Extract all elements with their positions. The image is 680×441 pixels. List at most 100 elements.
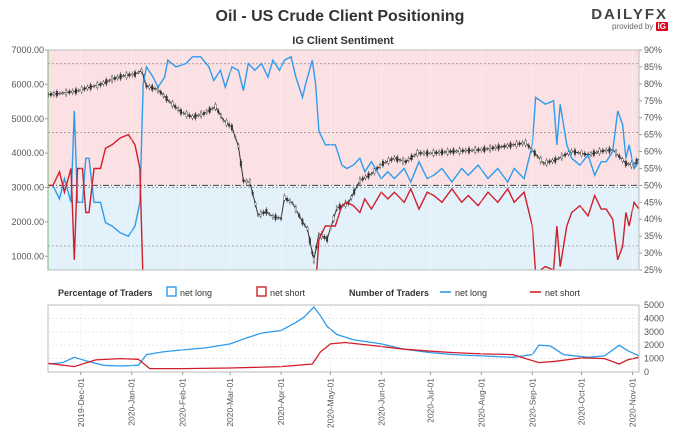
x-tick-label: 2020-Jan-01 [127, 378, 137, 426]
price-candle-body [179, 109, 182, 115]
right-tick-label: 45% [644, 197, 662, 207]
price-candle-body [598, 148, 601, 155]
price-candle-body [237, 144, 240, 148]
legend-traders-long-label: net long [455, 288, 487, 298]
price-candle-body [134, 71, 137, 77]
price-candle-body [335, 206, 338, 210]
price-candle-body [326, 236, 329, 242]
price-candle-body [188, 114, 191, 118]
price-candle-body [443, 151, 446, 154]
price-candle-body [356, 186, 359, 188]
price-candle-body [452, 148, 455, 155]
price-candle-body [230, 124, 233, 130]
price-candle-body [265, 208, 268, 215]
price-candle-body [601, 149, 604, 153]
price-candle-body [74, 88, 77, 94]
legend-percentage-title: Percentage of Traders [58, 288, 153, 298]
x-tick-label: 2020-Mar-01 [225, 378, 235, 427]
price-candle-body [615, 150, 618, 156]
price-candle-body [65, 89, 68, 96]
right-tick-label: 90% [644, 45, 662, 55]
price-candle-body [194, 113, 197, 119]
price-candle-body [542, 163, 545, 165]
price-candle-body [554, 157, 557, 163]
x-tick-label: 2020-Jul-01 [426, 378, 436, 423]
price-candle-body [426, 150, 429, 156]
price-candle-body [379, 164, 382, 168]
right-tick-label: 25% [644, 265, 662, 275]
x-tick-label: 2020-Apr-01 [276, 378, 286, 426]
price-candle-body [494, 146, 497, 149]
price-candle-body [353, 189, 356, 195]
price-candle-body [527, 144, 530, 148]
price-candle-body [410, 154, 413, 161]
bottom-right-tick-label: 5000 [644, 300, 664, 310]
x-tick-label: 2020-Nov-01 [627, 378, 637, 427]
left-tick-label: 3000.00 [11, 183, 44, 193]
price-candle-body [381, 160, 384, 167]
price-candle-body [125, 72, 128, 78]
price-candle-body [211, 108, 214, 110]
dailyfx-logo: DAILYFX provided by IG [591, 6, 668, 31]
price-candle-body [61, 92, 64, 95]
price-candle-body [551, 159, 554, 163]
right-tick-label: 30% [644, 248, 662, 258]
bottom-right-tick-label: 3000 [644, 327, 664, 337]
long-zone-fill [48, 50, 639, 186]
price-candle-body [396, 156, 399, 162]
price-candle-body [217, 109, 220, 113]
price-candle-body [583, 152, 586, 156]
price-candle-body [225, 120, 228, 126]
price-candle-body [402, 158, 405, 164]
price-candle-body [214, 104, 217, 110]
price-candle-body [239, 160, 242, 167]
price-candle-body [113, 76, 116, 80]
bottom-right-tick-label: 2000 [644, 340, 664, 350]
price-candle-body [595, 152, 598, 154]
price-candle-body [361, 177, 364, 181]
price-candle-body [458, 148, 461, 154]
price-candle-body [539, 157, 542, 163]
x-tick-label: 2020-May-01 [325, 378, 335, 428]
short-zone-fill [48, 185, 639, 270]
price-candle-body [435, 151, 438, 155]
price-candle-body [413, 155, 416, 157]
x-tick-label: 2020-Sep-01 [527, 378, 537, 427]
price-candle-body [338, 204, 341, 210]
price-candle-body [589, 152, 592, 156]
price-candle-body [621, 158, 624, 162]
price-candle-body [268, 213, 271, 216]
price-candle-body [271, 215, 274, 219]
price-candle-body [474, 147, 477, 153]
price-candle-body [301, 219, 304, 225]
price-candle-body [162, 94, 165, 97]
price-candle-body [86, 86, 89, 90]
price-candle-body [512, 144, 515, 146]
x-tick-label: 2020-Feb-01 [178, 378, 188, 427]
price-candle-body [312, 257, 315, 263]
price-candle-body [200, 111, 203, 118]
right-tick-label: 60% [644, 147, 662, 157]
price-candle-body [68, 90, 71, 94]
price-candle-body [441, 149, 444, 155]
price-candle-body [486, 148, 489, 151]
price-candle-body [182, 112, 185, 115]
price-candle-body [89, 84, 92, 90]
price-candle-body [367, 172, 370, 179]
price-candle-body [461, 149, 464, 153]
price-candle-body [234, 136, 237, 138]
price-candle-body [605, 149, 608, 152]
price-candle-body [52, 92, 55, 96]
price-candle-body [283, 195, 286, 201]
right-tick-label: 55% [644, 163, 662, 173]
net-short-percentage-line [48, 133, 639, 270]
price-candle-body [288, 199, 291, 203]
sentiment-panel: 1000.00 2000.00 3000.00 4000.00 5000.00 6000.… [11, 35, 662, 275]
right-tick-label: 75% [644, 96, 662, 106]
price-candle-body [370, 173, 373, 175]
x-axis-ticks: 2019-Dec-01 2020-Jan-01 2020-Feb-01 2020-Ma… [76, 50, 637, 428]
price-candle-body [140, 69, 143, 73]
price-candle-body [274, 214, 277, 220]
price-candle-body [524, 140, 527, 146]
